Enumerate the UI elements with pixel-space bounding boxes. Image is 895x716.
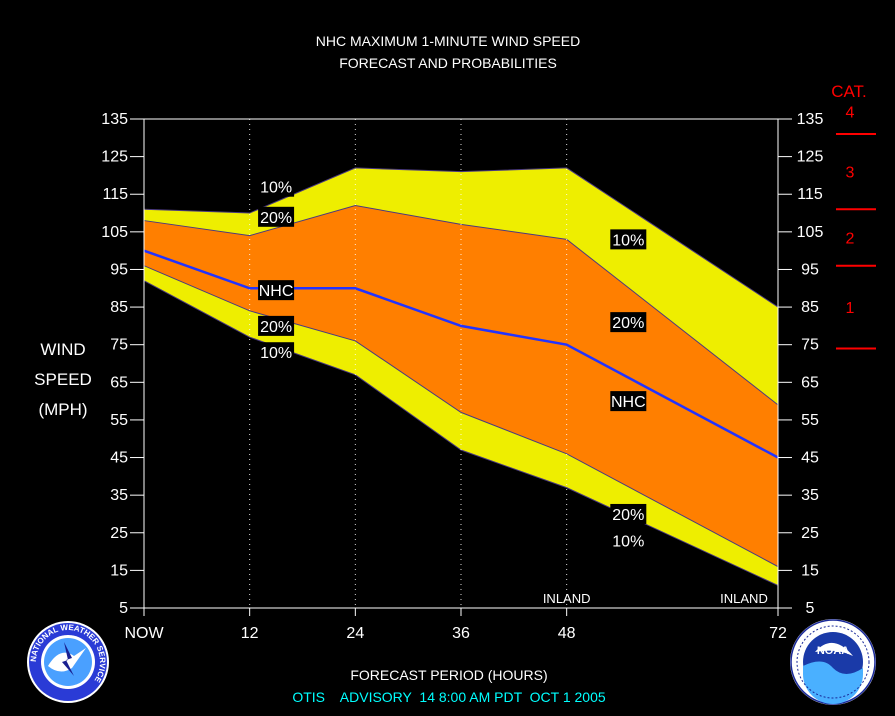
- x-axis: NOW 12 24 36 48 72: [124, 608, 787, 642]
- edge-upper20: [143, 205, 779, 406]
- y-axis-label-line1: WIND: [40, 340, 85, 359]
- inland-label: INLAND: [543, 591, 591, 606]
- band-label: NHC: [611, 394, 646, 411]
- category-label: 1: [846, 300, 855, 317]
- y-tick-label-left: 135: [101, 111, 128, 128]
- x-tick-label: 72: [769, 625, 787, 642]
- y-tick-label-left: 65: [110, 374, 128, 391]
- y-tick-label-right: 25: [801, 525, 819, 542]
- y-tick-label-right: 95: [801, 261, 819, 278]
- y-tick-label-left: 15: [110, 562, 128, 579]
- band-label-box: [610, 229, 647, 250]
- x-tick-label: 24: [346, 625, 364, 642]
- y-tick-label-left: 55: [110, 412, 128, 429]
- chart-title-line1: NHC MAXIMUM 1-MINUTE WIND SPEED: [316, 33, 580, 49]
- band-label: 10%: [260, 180, 292, 197]
- nws-logo: NATIONAL WEATHER SERVICE: [27, 621, 109, 703]
- y-tick-label-right: 65: [801, 374, 819, 391]
- y-tick-label-right: 55: [801, 412, 819, 429]
- y-tick-label-right: 85: [801, 299, 819, 316]
- x-axis-label: FORECAST PERIOD (HOURS): [350, 667, 547, 683]
- noaa-logo: NOAA: [790, 619, 876, 705]
- band-label-box: [258, 206, 295, 227]
- noaa-logo-text: NOAA: [817, 645, 849, 657]
- category-scale: 4 3 2 1: [836, 104, 876, 350]
- inland-label: INLAND: [720, 591, 768, 606]
- y-axis-label-line2: SPEED: [34, 370, 92, 389]
- category-label: 3: [846, 165, 855, 182]
- advisory-line: OTIS ADVISORY 14 8:00 AM PDT OCT 1 2005: [292, 689, 606, 705]
- y-tick-label-right: 5: [806, 600, 815, 617]
- x-tick-label: 36: [452, 625, 470, 642]
- y-tick-label-left: 5: [119, 600, 128, 617]
- category-label: 4: [846, 104, 855, 121]
- y-tick-label-left: 85: [110, 299, 128, 316]
- band-label-box: [258, 315, 295, 336]
- y-tick-label-left: 45: [110, 450, 128, 467]
- band-label-box: [258, 280, 295, 301]
- band-label: NHC: [259, 283, 294, 300]
- band-label-box: [610, 530, 647, 551]
- inland-labels: INLAND INLAND: [543, 591, 768, 606]
- y-tick-label-right: 135: [797, 111, 824, 128]
- y-tick-label-left: 115: [102, 186, 128, 203]
- y-tick-label-left: 125: [101, 149, 128, 166]
- band-label: 10%: [612, 533, 644, 550]
- edge-lower10: [143, 280, 779, 586]
- chart-title-line2: FORECAST AND PROBABILITIES: [339, 55, 557, 71]
- y-tick-label-right: 45: [801, 450, 819, 467]
- band-label: 20%: [260, 210, 292, 227]
- band-label: 20%: [612, 315, 644, 332]
- y-tick-label-left: 75: [110, 337, 128, 354]
- band-labels: 10% 20% NHC 20% 10% 10% 20% NHC 20% 10%: [258, 176, 647, 551]
- category-title: CAT.: [831, 82, 867, 101]
- y-tick-label-right: 105: [797, 224, 824, 241]
- x-tick-label: NOW: [124, 625, 164, 642]
- category-label: 2: [846, 230, 855, 247]
- edge-upper10: [143, 167, 779, 308]
- band-label: 10%: [260, 345, 292, 362]
- band-label-box: [610, 312, 647, 333]
- band-label: 20%: [260, 319, 292, 336]
- nhc-line: [143, 249, 779, 459]
- band-label: 20%: [612, 507, 644, 524]
- y-tick-label-right: 75: [801, 337, 819, 354]
- y-tick-label-left: 95: [110, 261, 128, 278]
- y-axis-label-line3: (MPH): [38, 400, 87, 419]
- y-tick-label-right: 15: [801, 562, 819, 579]
- y-tick-label-left: 35: [110, 487, 128, 504]
- band-label: 10%: [612, 232, 644, 249]
- probability-bands: [143, 167, 779, 586]
- y-tick-label-right: 35: [801, 487, 819, 504]
- band-label-box: [258, 176, 295, 197]
- y-tick-label-left: 105: [101, 224, 128, 241]
- x-tick-label: 12: [241, 625, 259, 642]
- y-tick-label-right: 125: [797, 149, 824, 166]
- y-tick-label-right: 115: [797, 186, 823, 203]
- x-tick-label: 48: [558, 625, 576, 642]
- nhc-forecast-line: [143, 249, 779, 459]
- band-label-box: [258, 342, 295, 363]
- band-label-box: [610, 503, 647, 524]
- y-tick-label-left: 25: [110, 525, 128, 542]
- band-20-percent: [144, 205, 778, 567]
- edge-lower20: [143, 265, 779, 568]
- band-label-box: [610, 391, 647, 412]
